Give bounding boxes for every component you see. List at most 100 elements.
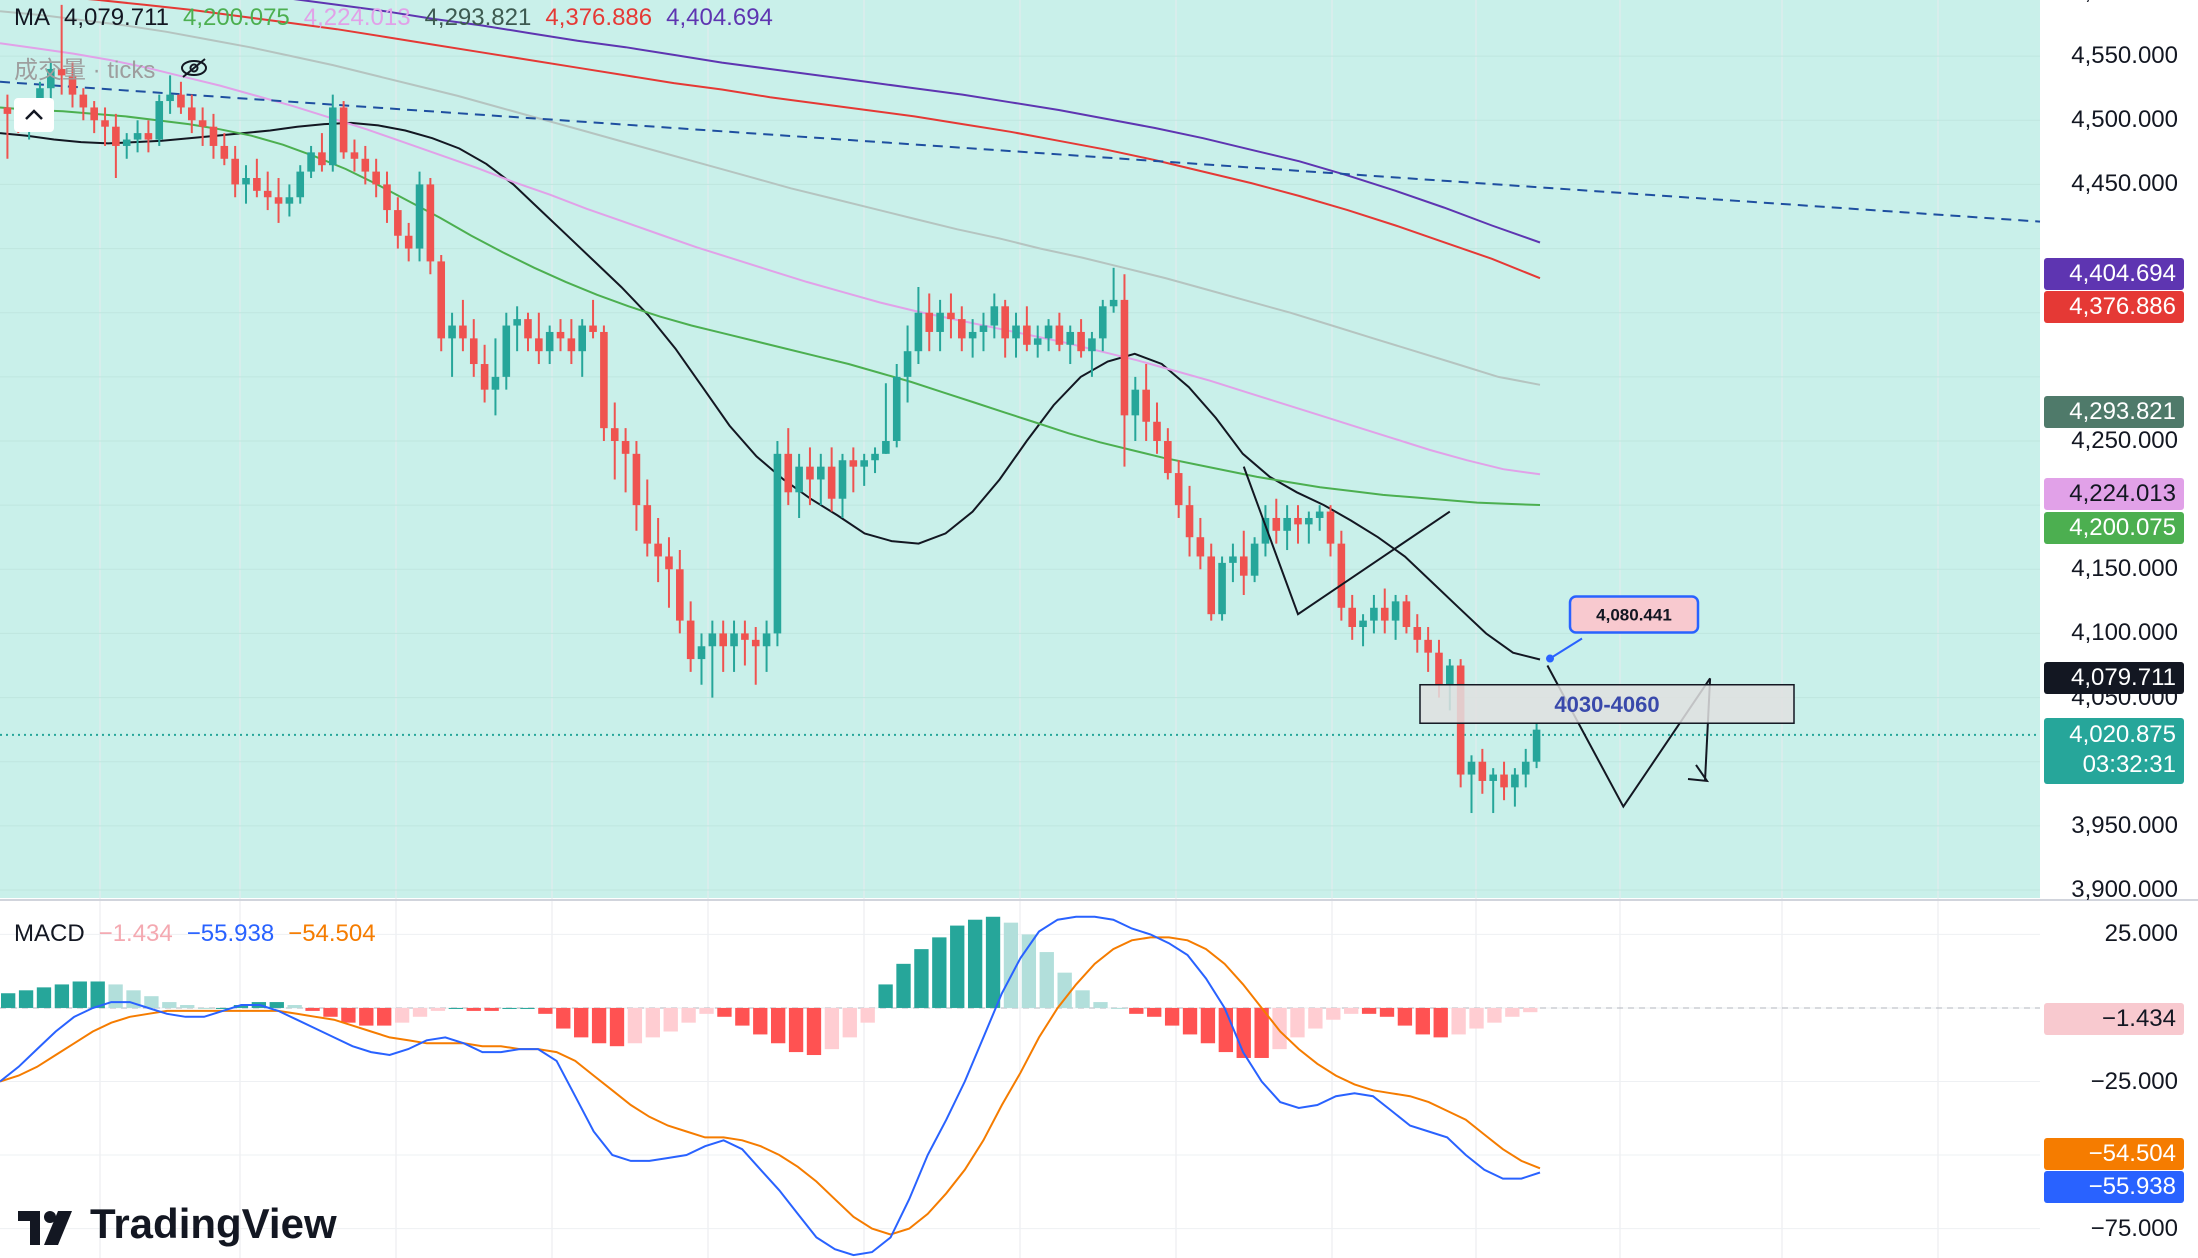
candle-body: [1196, 537, 1205, 557]
candle-body: [1261, 517, 1270, 544]
eye-slash-icon[interactable]: [179, 57, 209, 79]
macd-histogram-bar: [1093, 1002, 1108, 1008]
candle-body: [1294, 517, 1302, 525]
callout-box[interactable]: [1568, 595, 1700, 634]
macd-histogram-bar: [1, 993, 16, 1008]
macd-histogram-bar: [18, 990, 34, 1008]
price-tag: 4,200.075: [2044, 512, 2184, 544]
macd-tag: −1.434: [2044, 1003, 2184, 1035]
candle-body: [535, 338, 543, 352]
price-axis-label: 4,550.000: [2071, 42, 2178, 70]
candle-body: [892, 376, 901, 441]
macd-histogram-bar: [377, 1007, 392, 1026]
macd-histogram-bar: [1505, 1007, 1520, 1017]
macd-histogram-bar: [269, 1002, 284, 1008]
candle-body: [654, 543, 662, 557]
candle-body: [719, 633, 727, 647]
candle-body: [1055, 325, 1064, 345]
candle-body: [914, 312, 923, 352]
callout-pointer: [1549, 637, 1583, 660]
candle-body: [610, 428, 619, 441]
candle-body: [1326, 511, 1335, 544]
candle-body: [253, 178, 261, 191]
macd-histogram-bar: [985, 916, 1001, 1008]
volume-legend-label: 成交量 · ticks: [14, 57, 156, 84]
macd-histogram-bar: [72, 981, 87, 1008]
macd-histogram-bar: [788, 1007, 804, 1053]
candle-body: [979, 325, 988, 332]
macd-legend-value: −55.938: [186, 920, 275, 947]
macd-legend-value: −1.434: [98, 920, 173, 947]
candle-body: [231, 158, 239, 185]
candle-body: [480, 364, 489, 390]
price-zone-box[interactable]: [1419, 683, 1795, 724]
macd-histogram-bar: [1326, 1007, 1341, 1020]
pattern-zigzag-1[interactable]: [1242, 466, 1451, 616]
candle-body: [1131, 389, 1140, 416]
macd-histogram-bar: [1039, 952, 1054, 1008]
ma-line-4: [87, 0, 1541, 280]
candle-body: [708, 633, 717, 647]
candle-body: [155, 101, 164, 140]
macd-histogram-bar: [1379, 1007, 1395, 1017]
macd-histogram-bar: [215, 1007, 231, 1009]
ma-legend-value: 4,376.886: [545, 4, 653, 31]
macd-histogram-bar: [860, 1007, 875, 1023]
candle-body: [415, 184, 424, 249]
ma-line-3: [0, 10, 1541, 386]
candle-body: [1337, 543, 1346, 608]
candle-body: [1489, 774, 1497, 781]
macd-histogram-bar: [663, 1007, 678, 1032]
macd-histogram-bar: [1361, 1007, 1377, 1014]
macd-histogram-bar: [538, 1007, 553, 1014]
candle-body: [242, 178, 250, 185]
macd-histogram-bar: [1111, 1007, 1126, 1009]
macd-histogram-bar: [1487, 1007, 1502, 1023]
candle-body: [621, 441, 630, 454]
macd-histogram-bar: [341, 1007, 356, 1023]
candle-body: [1033, 338, 1042, 345]
macd-histogram-bar: [1469, 1007, 1484, 1029]
ma-line-0: [0, 121, 1541, 661]
candle-body: [112, 126, 120, 146]
candle-body: [90, 107, 98, 121]
candle-body: [1164, 441, 1172, 474]
macd-histogram-bar: [287, 1005, 302, 1008]
candle-body: [1315, 511, 1324, 518]
candle-body: [1435, 652, 1443, 685]
candle-body: [1380, 607, 1389, 621]
candle-body: [545, 331, 554, 352]
macd-histogram-bar: [305, 1007, 320, 1011]
candle-body: [101, 120, 109, 127]
macd-histogram-bar: [896, 963, 911, 1008]
candle-body: [68, 75, 77, 95]
chevron-up-icon: [25, 109, 43, 120]
candle-body: [784, 453, 793, 493]
candle-body: [263, 190, 272, 198]
candle-body: [502, 325, 511, 377]
macd-histogram-bar: [323, 1007, 338, 1017]
trend-line[interactable]: [0, 80, 2041, 223]
candle-body: [187, 107, 196, 121]
collapse-legend-button[interactable]: [14, 98, 54, 132]
candle-body: [437, 261, 446, 339]
candle-body: [1185, 505, 1194, 538]
projection-arrow-head: [1687, 764, 1710, 783]
macd-legend-label: MACD: [14, 920, 85, 947]
candle-body: [1272, 517, 1281, 531]
ma-legend-value: 4,293.821: [424, 4, 532, 31]
candle-body: [871, 453, 879, 461]
candle-body: [817, 466, 825, 480]
macd-histogram-bar: [1397, 1007, 1413, 1026]
price-axis-label: 4,600.000: [2071, 0, 2178, 6]
ma-legend-label: MA: [14, 4, 50, 31]
candle-body: [274, 197, 283, 204]
current-price-value: 4,020.875: [2069, 721, 2176, 748]
candle-body: [947, 312, 955, 320]
candle-body: [556, 331, 565, 339]
candle-body: [1153, 421, 1161, 441]
candle-body: [795, 466, 803, 493]
volume-legend: 成交量 · ticks: [14, 50, 223, 85]
macd-histogram-bar: [180, 1005, 195, 1008]
